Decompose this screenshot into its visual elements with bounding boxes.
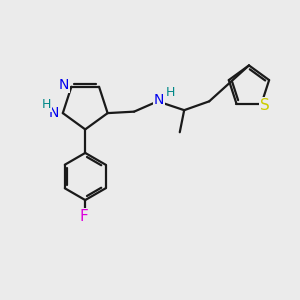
Text: F: F (80, 209, 88, 224)
Text: N: N (154, 93, 164, 107)
Text: S: S (260, 98, 270, 113)
Text: N: N (49, 106, 59, 120)
Text: H: H (165, 86, 175, 99)
Text: N: N (59, 78, 69, 92)
Text: H: H (42, 98, 51, 111)
